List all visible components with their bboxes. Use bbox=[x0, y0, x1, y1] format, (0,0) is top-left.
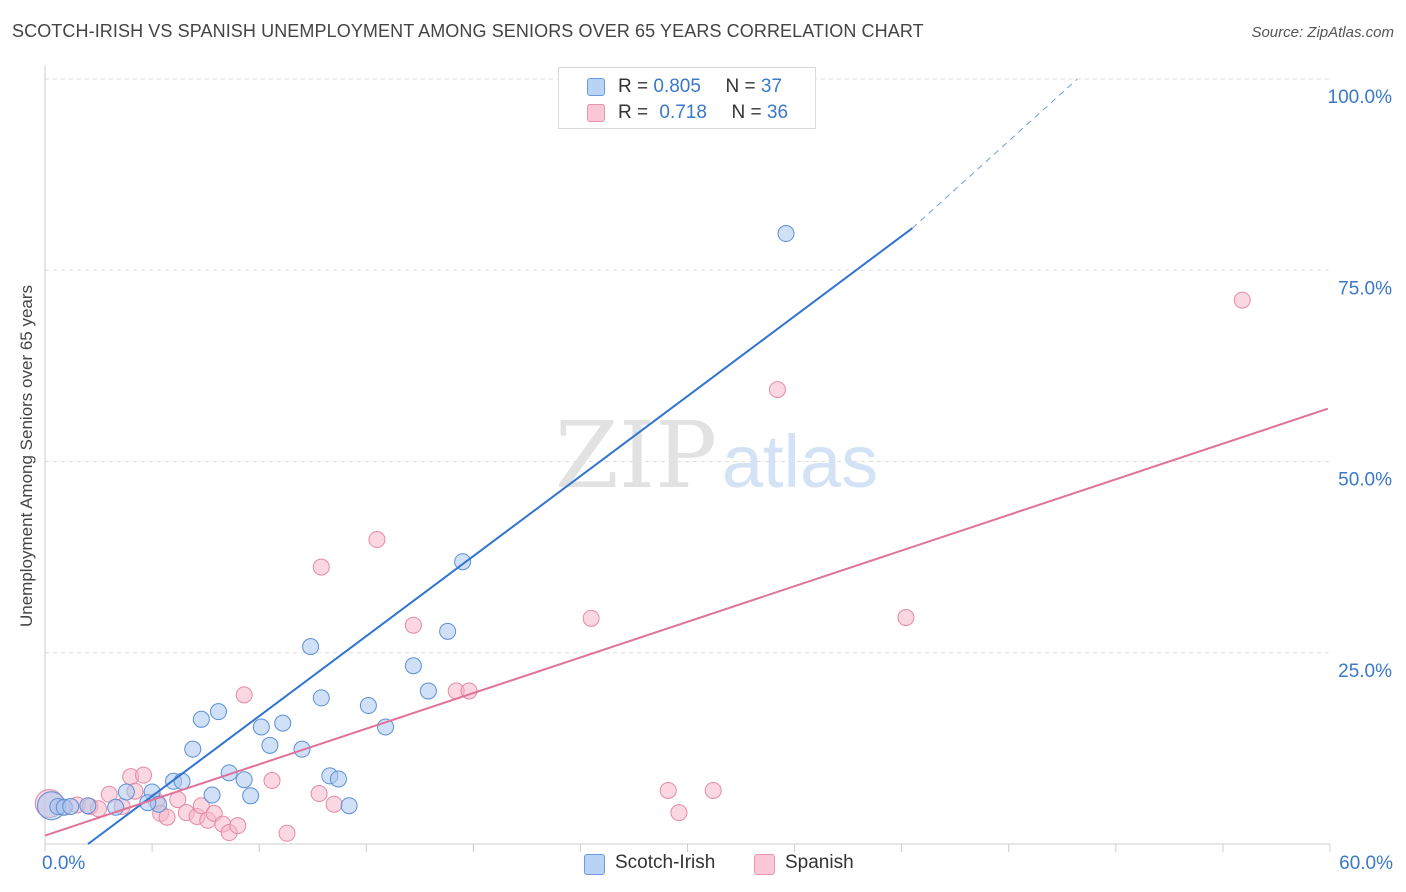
spanish-legend-swatch bbox=[754, 854, 775, 875]
spanish-point bbox=[135, 766, 153, 784]
n-value-scotch-irish: 37 bbox=[760, 76, 783, 97]
scotch-irish-point bbox=[203, 786, 221, 804]
scotch-irish-point bbox=[777, 225, 795, 243]
scotch-irish-point bbox=[329, 770, 347, 788]
y-tick-label: 25.0% bbox=[1338, 661, 1392, 682]
spanish-point bbox=[368, 531, 386, 549]
scotch-irish-trend-line bbox=[87, 227, 913, 845]
spanish-point bbox=[325, 795, 343, 813]
n-label: N = bbox=[731, 102, 762, 123]
spanish-point bbox=[704, 781, 722, 799]
y-tick-label: 75.0% bbox=[1338, 278, 1392, 299]
spanish-point bbox=[235, 686, 253, 704]
chart-title: SCOTCH-IRISH VS SPANISH UNEMPLOYMENT AMO… bbox=[12, 21, 924, 41]
scotch-irish-point bbox=[117, 783, 135, 801]
scotch-irish-swatch bbox=[587, 78, 605, 96]
scotch-irish-point bbox=[242, 787, 260, 805]
scotch-irish-point bbox=[359, 697, 377, 715]
spanish-point bbox=[229, 817, 247, 835]
scotch-irish-legend-swatch bbox=[584, 854, 605, 875]
tick-labels: 25.0% 50.0% 75.0% 100.0% 0.0% 60.0% bbox=[42, 87, 1393, 874]
scotch-irish-point bbox=[454, 553, 472, 571]
r-label: R = bbox=[618, 76, 649, 97]
n-value-spanish: 36 bbox=[766, 102, 789, 123]
scotch-irish-point bbox=[274, 714, 292, 732]
scotch-irish-point bbox=[404, 657, 422, 675]
source-credit: Source: ZipAtlas.com bbox=[1251, 24, 1394, 41]
scotch-irish-trend-extension bbox=[912, 78, 1078, 229]
axes bbox=[44, 66, 1331, 852]
y-tick-label: 100.0% bbox=[1328, 87, 1393, 108]
scotch-irish-point bbox=[252, 718, 270, 736]
spanish-point bbox=[263, 772, 281, 790]
scotch-irish-point bbox=[220, 764, 238, 782]
scotch-irish-point bbox=[192, 710, 210, 728]
spanish-point bbox=[659, 781, 677, 799]
trend-lines bbox=[44, 78, 1329, 845]
spanish-point bbox=[897, 609, 915, 627]
scotch-irish-point bbox=[312, 689, 330, 707]
correlation-legend: R = 0.805 N = 37 R = 0.718 N = 36 bbox=[558, 67, 816, 129]
legend-text-spanish: R = 0.718 N = 36 bbox=[618, 102, 788, 124]
watermark-atlas: atlas bbox=[722, 420, 878, 503]
spanish-point bbox=[310, 785, 328, 803]
r-value-spanish: 0.718 bbox=[659, 102, 707, 123]
spanish-trend-line bbox=[44, 407, 1329, 837]
scotch-irish-point bbox=[139, 794, 157, 812]
spanish-point bbox=[582, 609, 600, 627]
scotch-irish-point bbox=[184, 740, 202, 758]
spanish-point bbox=[312, 558, 330, 576]
scotch-irish-point bbox=[79, 797, 97, 815]
spanish-point bbox=[670, 804, 688, 822]
spanish-point bbox=[158, 808, 176, 826]
spanish-points bbox=[34, 291, 1251, 842]
r-label: R = bbox=[618, 102, 649, 123]
y-tick-label: 50.0% bbox=[1338, 470, 1392, 491]
scotch-irish-legend-label: Scotch-Irish bbox=[615, 852, 716, 873]
n-label: N = bbox=[725, 76, 756, 97]
scotch-irish-point bbox=[439, 622, 457, 640]
watermark-zip: ZIP bbox=[555, 402, 717, 509]
gridlines bbox=[45, 78, 1330, 654]
scotch-irish-point bbox=[261, 736, 279, 754]
scotch-irish-point bbox=[235, 771, 253, 789]
scotch-irish-point bbox=[302, 638, 320, 656]
scotch-irish-point bbox=[173, 772, 191, 790]
spanish-point bbox=[192, 797, 210, 815]
x-tick-label: 0.0% bbox=[42, 853, 85, 874]
spanish-legend-label: Spanish bbox=[785, 852, 854, 873]
x-tick-label: 60.0% bbox=[1339, 853, 1393, 874]
scotch-irish-point bbox=[62, 798, 80, 816]
spanish-point bbox=[278, 824, 296, 842]
spanish-point bbox=[1233, 291, 1251, 309]
spanish-point bbox=[404, 616, 422, 634]
scotch-irish-point bbox=[340, 797, 358, 815]
legend-text-scotch-irish: R = 0.805 N = 37 bbox=[618, 76, 782, 98]
r-value-scotch-irish: 0.805 bbox=[653, 76, 701, 97]
spanish-point bbox=[768, 381, 786, 399]
scotch-irish-point bbox=[209, 703, 227, 721]
scotch-irish-point bbox=[419, 682, 437, 700]
spanish-swatch bbox=[587, 104, 605, 122]
